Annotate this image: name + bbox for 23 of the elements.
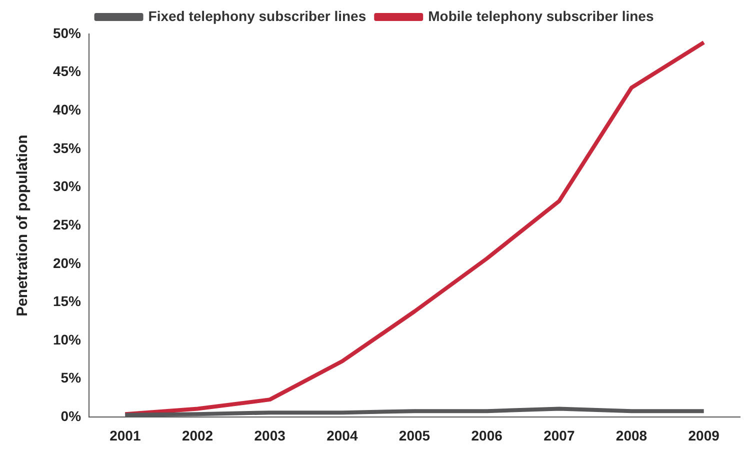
legend-label: Mobile telephony subscriber lines bbox=[428, 8, 654, 24]
y-tick-label: 20% bbox=[52, 254, 82, 271]
y-tick-label: 25% bbox=[52, 216, 82, 232]
x-tick-label: 2002 bbox=[182, 427, 214, 444]
x-tick-label: 2008 bbox=[616, 427, 648, 444]
y-tick-label: 30% bbox=[52, 178, 82, 194]
y-axis-title: Penetration of population bbox=[14, 134, 32, 316]
y-tick-label: 45% bbox=[52, 63, 82, 80]
x-tick-label: 2005 bbox=[398, 427, 430, 444]
x-tick-label: 2009 bbox=[688, 427, 720, 444]
x-tick-label: 2004 bbox=[326, 427, 358, 444]
x-tick-label: 2006 bbox=[471, 427, 503, 444]
y-tick-label: 35% bbox=[52, 140, 82, 156]
y-tick-label: 10% bbox=[52, 331, 82, 348]
legend-label: Fixed telephony subscriber lines bbox=[148, 8, 366, 24]
y-tick-label: 40% bbox=[52, 102, 82, 118]
x-tick-label: 2007 bbox=[544, 427, 575, 444]
y-tick-label: 50% bbox=[52, 24, 82, 41]
y-tick-label: 5% bbox=[60, 370, 82, 386]
x-tick-label: 2001 bbox=[110, 427, 141, 444]
x-tick-label: 2003 bbox=[254, 427, 286, 444]
y-tick-label: 0% bbox=[60, 408, 82, 424]
y-tick-label: 15% bbox=[52, 293, 82, 310]
